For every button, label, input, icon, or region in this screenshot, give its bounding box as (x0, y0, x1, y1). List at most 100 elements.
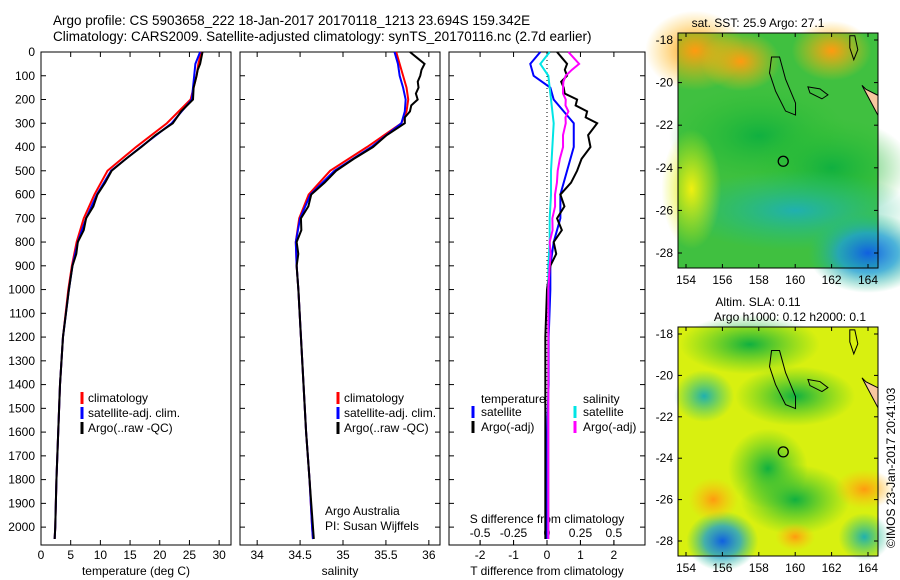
title-line-2: Climatology: CARS2009. Satellite-adjuste… (53, 29, 592, 44)
lat-tick-label: -22 (656, 410, 674, 424)
annotation: PI: Susan Wijffels (325, 519, 419, 533)
lat-tick-label: -28 (656, 534, 674, 548)
lat-tick-label: -26 (656, 493, 674, 507)
x-tick-label: 15 (123, 548, 137, 562)
map-field-blob (775, 522, 816, 551)
lat-tick-label: -28 (656, 246, 674, 260)
x-tick-label: 35.5 (374, 548, 398, 562)
series-temperature-satellite (529, 51, 575, 539)
lon-tick-label: 160 (785, 273, 805, 287)
x-axis-label: salinity (322, 564, 359, 578)
annotation: Argo Australia (325, 504, 400, 518)
legend-label: Argo(-adj) (583, 420, 636, 434)
series-salinity-argo-adj- (547, 51, 581, 539)
x-tick-label: 25 (183, 548, 197, 562)
panel-temperature: 0 5 10 15 20 25 30 temperature (deg C) 0 100 200 30… (8, 45, 232, 578)
legend-label: satellite-adj. clim. (88, 406, 180, 420)
map-frame (677, 326, 879, 557)
x-tick-label: 30 (212, 548, 226, 562)
y-tick-label: 1400 (8, 378, 35, 392)
y-tick-label: 1900 (8, 496, 35, 510)
lon-tick-label: 156 (712, 273, 732, 287)
x-tick-label: 34.5 (288, 548, 312, 562)
y-tick-label: 600 (15, 188, 35, 202)
series-satellite-adj-clim- (294, 51, 407, 540)
map-field-blob (674, 370, 735, 423)
coastline-island (849, 35, 859, 62)
x-tick-label: 0 (544, 548, 551, 562)
lon-tick-label: 162 (822, 273, 842, 287)
coastline-island (807, 86, 829, 100)
x-tick-label: 36 (422, 548, 436, 562)
y-tick-label: 1000 (8, 283, 35, 297)
x-axis-label: T difference from climatology (470, 564, 624, 578)
map-title: Argo h1000: 0.12 h2000: 0.1 (714, 310, 866, 324)
y-tick-label: 1700 (8, 449, 35, 463)
coastline-new-caledonia (769, 350, 797, 410)
lat-tick-label: -18 (656, 327, 674, 341)
x-tick-label: 20 (153, 548, 167, 562)
plot-frame (40, 51, 232, 546)
map-field-blob (740, 464, 851, 535)
y-tick-label: 300 (15, 116, 35, 130)
y-tick-label: 100 (15, 69, 35, 83)
map-field-blob (679, 314, 820, 375)
lon-tick-label: 154 (676, 561, 696, 575)
series-climatology (53, 51, 203, 540)
coastline-island (849, 329, 859, 356)
y-tick-label: 2000 (8, 520, 35, 534)
y-tick-label: 1500 (8, 401, 35, 415)
x-axis-label: temperature (deg C) (82, 564, 190, 578)
lat-tick-label: -22 (656, 118, 674, 132)
legend-title-temperature: temperature (481, 392, 546, 406)
map-field-blob (700, 31, 781, 92)
y-tick-label: 1600 (8, 425, 35, 439)
x-tick-label: 1 (577, 548, 584, 562)
y-tick-label: 1100 (9, 306, 35, 320)
x-tick-label: 5 (67, 548, 74, 562)
x-tick-label: 34 (250, 548, 264, 562)
map-field-blob (688, 477, 739, 522)
legend-label: climatology (344, 391, 404, 405)
y-tick-label: 800 (15, 235, 35, 249)
x-tick-label: -2 (475, 548, 486, 562)
series-satellite-adj-clim- (53, 51, 202, 540)
legend-label: satellite (583, 405, 624, 419)
x-tick-label: -1 (508, 548, 519, 562)
panel-salinity: 34 34.5 35 35.5 36 salinity climatologysatelli… (239, 51, 441, 578)
lat-tick-label: -24 (656, 161, 674, 175)
map-title: sat. SST: 25.9 Argo: 27.1 (692, 16, 825, 30)
legend-label: climatology (88, 391, 148, 405)
lat-tick-label: -18 (656, 33, 674, 47)
x-tick-label: 0 (38, 548, 45, 562)
lon-tick-label: 164 (858, 561, 878, 575)
lat-tick-label: -20 (656, 368, 674, 382)
y-tick-label: 500 (15, 164, 35, 178)
lon-tick-label: 154 (676, 273, 696, 287)
legend-label: Argo(..raw -QC) (88, 421, 173, 435)
title-line-1: Argo profile: CS 5903658_222 18-Jan-2017… (53, 13, 531, 28)
x2-tick-label: 0.25 (569, 526, 593, 540)
y-tick-label: 200 (15, 93, 35, 107)
map-field-blob (838, 512, 891, 561)
lat-tick-label: -26 (656, 203, 674, 217)
argo-position-marker (777, 155, 789, 167)
lon-tick-label: 158 (749, 561, 769, 575)
map-field-blob (834, 469, 895, 510)
y-tick-label: 400 (15, 140, 35, 154)
series-climatology (294, 51, 410, 540)
y-tick-label: 1200 (8, 330, 35, 344)
series-argo-raw-qc- (295, 51, 426, 540)
lat-tick-label: -24 (656, 451, 674, 465)
y-tick-label: 900 (15, 259, 35, 273)
map-field-blob (808, 213, 900, 293)
lon-tick-label: 160 (785, 561, 805, 575)
x2-tick-label: 0.5 (606, 526, 623, 540)
x2-tick-label: -0.5 (470, 526, 491, 540)
legend-title-salinity: salinity (583, 392, 620, 406)
lon-tick-label: 164 (858, 273, 878, 287)
credit: ©IMOS 23-Jan-2017 20:41:03 (884, 387, 898, 548)
